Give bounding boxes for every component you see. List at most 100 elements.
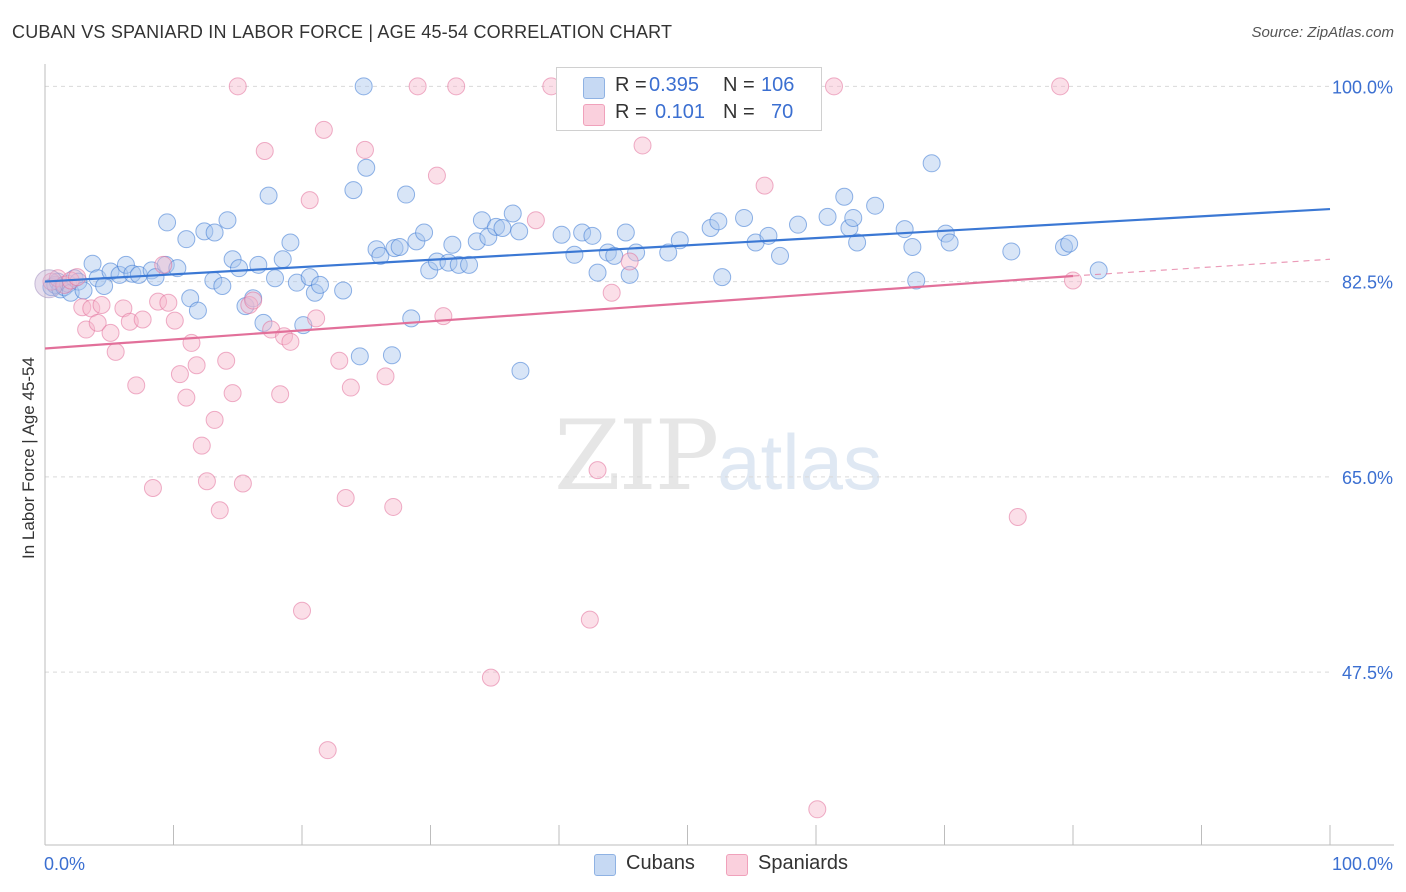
spaniard-point bbox=[1064, 271, 1082, 290]
cuban-point bbox=[390, 237, 409, 256]
spaniard-point bbox=[233, 474, 252, 493]
x-tick-label: 0.0% bbox=[44, 854, 85, 874]
legend-label-spaniards: Spaniards bbox=[758, 852, 849, 874]
spaniard-point bbox=[755, 176, 774, 195]
spaniard-point bbox=[602, 283, 621, 302]
spaniard-point bbox=[88, 313, 107, 332]
y-axis-label: In Labor Force | Age 45-54 bbox=[19, 357, 38, 559]
spaniard-point bbox=[481, 668, 500, 687]
spaniard-point bbox=[154, 255, 173, 274]
spaniard-point bbox=[255, 142, 274, 161]
spaniard-point bbox=[620, 252, 639, 271]
spaniard-point bbox=[244, 291, 263, 310]
spaniard-point bbox=[228, 77, 247, 96]
spaniard-point bbox=[210, 501, 229, 520]
cuban-point bbox=[350, 347, 369, 366]
spaniard-point bbox=[824, 77, 843, 96]
spaniard-point bbox=[330, 351, 349, 370]
cuban-point bbox=[583, 226, 602, 245]
spaniard-point bbox=[314, 120, 333, 139]
spaniard-point bbox=[101, 323, 120, 342]
cuban-point bbox=[487, 217, 506, 236]
y-tick-label: 65.0% bbox=[1342, 468, 1393, 488]
cuban-point bbox=[936, 224, 955, 243]
spaniard-point bbox=[159, 293, 178, 312]
cuban-point bbox=[357, 158, 376, 177]
cuban-point bbox=[616, 223, 635, 242]
n-value: 106 bbox=[761, 74, 795, 96]
y-tick-label: 47.5% bbox=[1342, 663, 1393, 683]
stats-legend: R = 0.395 N = 106 R = 0.101 N = 70 bbox=[556, 67, 822, 131]
cuban-point bbox=[188, 301, 207, 320]
spaniard-point bbox=[427, 166, 446, 185]
spaniard-point bbox=[526, 211, 545, 230]
cuban-point bbox=[818, 207, 837, 226]
spaniard-point bbox=[143, 478, 162, 497]
cuban-point bbox=[427, 252, 446, 271]
cuban-point bbox=[844, 208, 863, 227]
cuban-point bbox=[116, 255, 135, 274]
spaniard-point bbox=[170, 365, 189, 384]
spaniard-point bbox=[408, 77, 427, 96]
cuban-point bbox=[460, 255, 479, 274]
spaniard-point bbox=[177, 388, 196, 407]
cuban-point bbox=[552, 225, 571, 244]
cuban-point bbox=[344, 181, 363, 200]
n-label: N = bbox=[723, 101, 755, 123]
y-tick-label: 82.5% bbox=[1342, 273, 1393, 293]
chart-source: Source: ZipAtlas.com bbox=[1251, 24, 1394, 41]
spaniard-point bbox=[341, 378, 360, 397]
cuban-point bbox=[835, 187, 854, 206]
cuban-point bbox=[259, 186, 278, 205]
spaniard-point bbox=[318, 741, 337, 760]
spaniard-point bbox=[77, 320, 96, 339]
cuban-point bbox=[503, 204, 522, 223]
cuban-point bbox=[218, 211, 237, 230]
cuban-point bbox=[907, 271, 926, 290]
watermark-zip: ZIP bbox=[554, 400, 719, 512]
watermark: ZIPatlas bbox=[554, 400, 882, 512]
cuban-point bbox=[789, 215, 808, 234]
cuban-point bbox=[848, 233, 867, 252]
spaniard-point bbox=[223, 384, 242, 403]
y-tick-label: 100.0% bbox=[1332, 77, 1393, 97]
cuban-point bbox=[254, 313, 273, 332]
cuban-point bbox=[479, 227, 498, 246]
spaniard-point bbox=[447, 77, 466, 96]
spaniard-point bbox=[192, 436, 211, 455]
cuban-point bbox=[588, 263, 607, 282]
spaniard-point bbox=[73, 298, 92, 317]
cuban-point bbox=[449, 255, 468, 274]
spaniard-point bbox=[307, 309, 326, 328]
cuban-point bbox=[382, 346, 401, 365]
cuban-point bbox=[1089, 261, 1108, 280]
cuban-point bbox=[158, 213, 177, 232]
spaniard-point bbox=[133, 310, 152, 329]
spaniard-point bbox=[376, 367, 395, 386]
cuban-point bbox=[940, 233, 959, 252]
label-layer: 100.0% 82.5% 65.0% 47.5% 0.0% 100.0% In Labor … bbox=[19, 77, 1393, 874]
r-value: 0.395 bbox=[649, 74, 700, 96]
cuban-point bbox=[334, 281, 353, 300]
spaniard-point bbox=[92, 295, 111, 314]
spaniard-point bbox=[588, 461, 607, 480]
cuban-point bbox=[354, 77, 373, 96]
spaniard-point bbox=[336, 489, 355, 508]
cuban-point bbox=[371, 246, 390, 265]
r-value: 0.101 bbox=[655, 101, 706, 123]
cuban-point bbox=[903, 237, 922, 256]
cuban-point bbox=[922, 154, 941, 173]
cuban-point bbox=[213, 277, 232, 296]
legend-swatch-cubans bbox=[583, 77, 605, 99]
cuban-point bbox=[620, 265, 639, 284]
cuban-point bbox=[205, 223, 224, 242]
spaniard-point bbox=[1051, 77, 1070, 96]
spaniard-point bbox=[187, 356, 206, 375]
cuban-point bbox=[402, 309, 421, 328]
points-layer bbox=[34, 77, 1108, 819]
cuban-point bbox=[177, 230, 196, 249]
watermark-atlas: atlas bbox=[717, 418, 882, 506]
cuban-point bbox=[659, 243, 678, 262]
cuban-point bbox=[266, 269, 285, 288]
